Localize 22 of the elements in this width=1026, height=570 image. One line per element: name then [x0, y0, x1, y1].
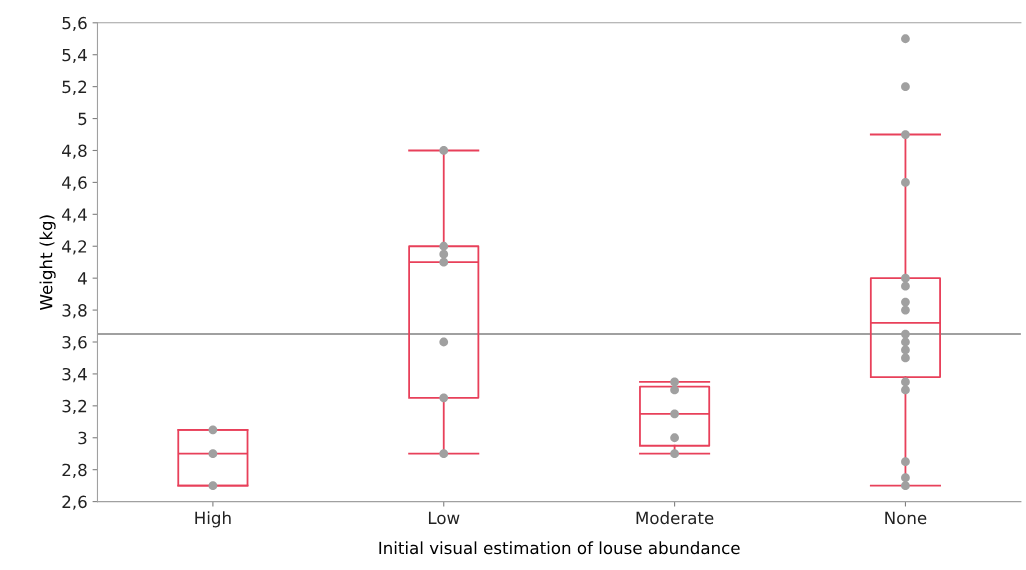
y-tick-label: 5,6	[62, 16, 87, 32]
y-tick-label: 2,8	[62, 463, 87, 478]
y-tick-label: 4,8	[62, 144, 87, 159]
x-axis-title: Initial visual estimation of louse abundance	[379, 541, 740, 555]
y-tick-label: 3	[78, 431, 87, 445]
y-tick-label: 4,2	[62, 240, 87, 255]
x-tick-label: Low	[428, 511, 460, 525]
y-tick-label: 3,2	[62, 399, 87, 415]
y-tick-label: 5,2	[62, 80, 87, 95]
y-tick-label: 5,4	[62, 48, 87, 63]
x-tick-label: None	[885, 511, 927, 525]
y-tick-label: 5	[78, 112, 87, 126]
y-tick-label: 4,6	[62, 176, 87, 191]
y-tick-label: 3,4	[62, 367, 87, 383]
x-tick-label: High	[195, 511, 231, 528]
y-tick-label: 4	[77, 272, 87, 285]
y-tick-label: 3,8	[62, 304, 87, 319]
x-tick-label: Moderate	[636, 511, 714, 525]
y-tick-label: 2,6	[62, 495, 87, 510]
y-tick-label: 4,4	[62, 208, 87, 223]
y-axis-title: Weight (kg)	[39, 215, 56, 310]
y-tick-label: 3,6	[62, 335, 87, 351]
